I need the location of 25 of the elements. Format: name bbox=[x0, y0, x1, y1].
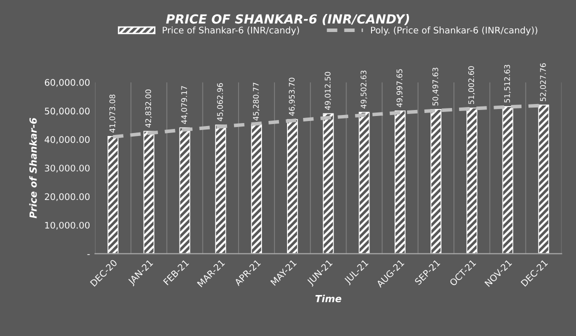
bar bbox=[143, 130, 154, 254]
bar bbox=[215, 124, 226, 254]
legend-label: Price of Shankar-6 (INR/candy) bbox=[162, 26, 300, 36]
bar bbox=[502, 106, 514, 254]
bar bbox=[108, 136, 118, 254]
x-axis-title: Time bbox=[315, 294, 342, 302]
bar bbox=[394, 110, 406, 254]
bar bbox=[251, 124, 262, 254]
legend-label: Poly. (Price of Shankar-6 (INR/candy)) bbox=[371, 26, 538, 36]
bar bbox=[538, 104, 550, 254]
bar bbox=[430, 109, 442, 254]
bar bbox=[179, 127, 190, 254]
y-axis-title: Price of Shankar-6 bbox=[29, 118, 37, 218]
bar bbox=[358, 112, 370, 254]
bar bbox=[466, 108, 478, 254]
y-tick-label: 20,000.00 bbox=[44, 193, 90, 202]
y-tick-label: - bbox=[87, 254, 90, 255]
y-tick-label: 50,000.00 bbox=[44, 108, 90, 116]
bar bbox=[286, 119, 298, 254]
bar bbox=[322, 113, 334, 254]
y-tick-label: 60,000.00 bbox=[44, 79, 90, 87]
y-tick-label: 40,000.00 bbox=[44, 136, 90, 144]
chart-title: PRICE OF SHANKAR-6 (INR/CANDY) bbox=[166, 14, 410, 26]
y-tick-label: 30,000.00 bbox=[44, 164, 90, 172]
y-tick-label: 10,000.00 bbox=[45, 222, 90, 230]
